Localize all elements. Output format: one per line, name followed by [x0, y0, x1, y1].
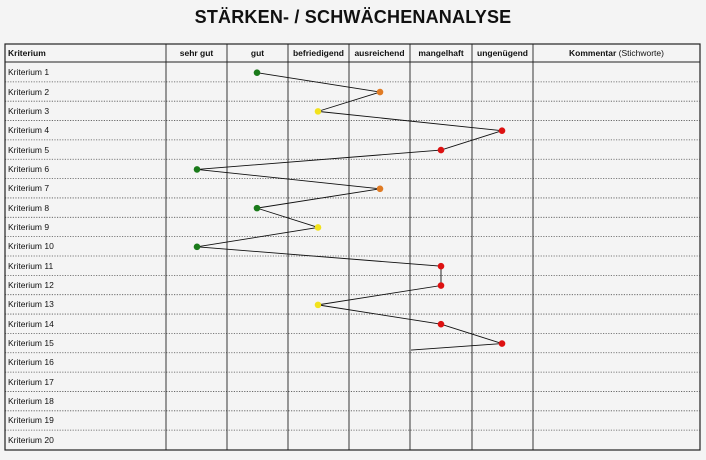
rating-marker	[253, 69, 261, 76]
rating-marker	[314, 301, 322, 309]
criterion-label: Kriterium 12	[8, 280, 54, 291]
header-mangelhaft: mangelhaft	[418, 48, 464, 58]
criterion-label: Kriterium 16	[8, 357, 54, 368]
rating-marker	[253, 204, 261, 212]
rating-marker	[314, 224, 322, 231]
rating-marker	[314, 108, 322, 115]
criterion-label: Kriterium 2	[8, 86, 50, 97]
rating-marker	[437, 146, 445, 154]
criterion-label: Kriterium 18	[8, 396, 54, 407]
rating-marker	[376, 185, 384, 193]
rating-marker	[437, 262, 445, 270]
criterion-label: Kriterium 11	[8, 260, 54, 271]
header-ungenuegend: ungenügend	[477, 48, 528, 58]
criterion-label: Kriterium 4	[8, 125, 50, 136]
header-ausreichend: ausreichend	[354, 48, 405, 58]
criterion-label: Kriterium 6	[8, 163, 50, 174]
header-comment-label: Kommentar	[569, 48, 617, 58]
criterion-label: Kriterium 7	[8, 183, 50, 194]
profile-line	[196, 72, 503, 351]
rating-marker	[193, 166, 201, 173]
criterion-label: Kriterium 20	[8, 434, 54, 445]
criterion-label: Kriterium 3	[8, 105, 50, 116]
criterion-label: Kriterium 17	[8, 376, 54, 387]
rating-marker	[376, 88, 384, 96]
criterion-label: Kriterium 14	[8, 318, 54, 329]
criterion-label: Kriterium 10	[8, 241, 54, 252]
criterion-label: Kriterium 8	[8, 202, 50, 213]
page-title: STÄRKEN- / SCHWÄCHENANALYSE	[194, 7, 512, 27]
criterion-label: Kriterium 19	[8, 415, 54, 426]
criterion-label: Kriterium 13	[8, 299, 54, 310]
rating-marker	[498, 340, 506, 347]
header-criterion: Kriterium	[8, 48, 46, 58]
rating-marker	[193, 243, 201, 251]
criterion-label: Kriterium 5	[8, 144, 50, 155]
header-comment-hint: (Stichworte)	[618, 48, 664, 58]
header-befriedigend: befriedigend	[292, 48, 344, 58]
criterion-label: Kriterium 15	[8, 338, 54, 349]
header-comment: Kommentar (Stichworte)	[533, 44, 700, 62]
criterion-label: Kriterium 9	[8, 221, 50, 232]
header-sehr-gut: sehr gut	[179, 48, 214, 58]
header-gut: gut	[250, 48, 265, 58]
rating-marker	[437, 320, 445, 328]
criterion-label: Kriterium 1	[8, 67, 50, 78]
rating-marker	[437, 282, 445, 289]
rating-marker	[498, 127, 506, 135]
